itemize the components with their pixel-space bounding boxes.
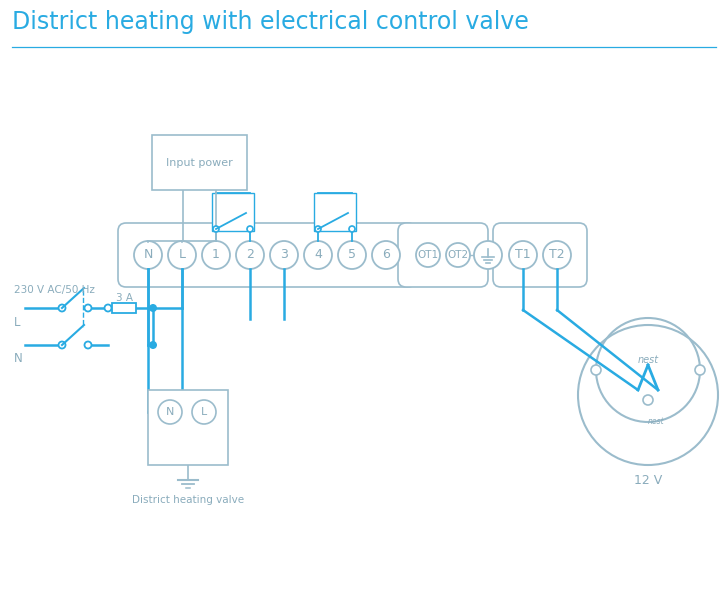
Circle shape [270, 241, 298, 269]
Bar [148, 390, 228, 465]
Circle shape [338, 241, 366, 269]
Circle shape [149, 304, 157, 312]
Circle shape [591, 365, 601, 375]
Text: N: N [14, 352, 23, 365]
Circle shape [446, 243, 470, 267]
Circle shape [236, 241, 264, 269]
Text: N: N [143, 248, 153, 261]
Circle shape [509, 241, 537, 269]
Text: nest: nest [648, 418, 665, 426]
Circle shape [149, 341, 157, 349]
Circle shape [416, 243, 440, 267]
Circle shape [58, 305, 66, 311]
Text: T1: T1 [515, 248, 531, 261]
Circle shape [58, 342, 66, 349]
Circle shape [84, 305, 92, 311]
Text: 3 A: 3 A [116, 293, 132, 303]
Text: 12 V: 12 V [634, 473, 662, 486]
Text: 5: 5 [348, 248, 356, 261]
Bar [112, 303, 136, 313]
Bar [152, 135, 247, 190]
Text: 1: 1 [212, 248, 220, 261]
Circle shape [304, 241, 332, 269]
Text: 230 V AC/50 Hz: 230 V AC/50 Hz [14, 285, 95, 295]
Circle shape [474, 241, 502, 269]
Text: T2: T2 [549, 248, 565, 261]
Circle shape [349, 226, 355, 232]
Circle shape [105, 305, 111, 311]
Text: 4: 4 [314, 248, 322, 261]
Text: 6: 6 [382, 248, 390, 261]
Text: OT1: OT1 [417, 250, 438, 260]
Circle shape [158, 400, 182, 424]
Text: Input power: Input power [166, 157, 233, 168]
Circle shape [372, 241, 400, 269]
FancyBboxPatch shape [398, 223, 488, 287]
Text: District heating valve: District heating valve [132, 495, 244, 505]
Text: nest: nest [638, 355, 659, 365]
Text: N: N [166, 407, 174, 417]
Circle shape [695, 365, 705, 375]
Text: 3: 3 [280, 248, 288, 261]
Circle shape [543, 241, 571, 269]
Text: L: L [201, 407, 207, 417]
Circle shape [84, 342, 92, 349]
Text: OT2: OT2 [448, 250, 469, 260]
Bar [314, 193, 356, 231]
Text: L: L [14, 315, 20, 328]
Circle shape [134, 241, 162, 269]
Bar [212, 193, 254, 231]
Text: L: L [178, 248, 186, 261]
Circle shape [202, 241, 230, 269]
Circle shape [168, 241, 196, 269]
Text: District heating with electrical control valve: District heating with electrical control… [12, 10, 529, 34]
Circle shape [315, 226, 321, 232]
Circle shape [247, 226, 253, 232]
Text: 2: 2 [246, 248, 254, 261]
FancyBboxPatch shape [493, 223, 587, 287]
Circle shape [213, 226, 219, 232]
FancyBboxPatch shape [118, 223, 416, 287]
Circle shape [192, 400, 216, 424]
Circle shape [643, 395, 653, 405]
